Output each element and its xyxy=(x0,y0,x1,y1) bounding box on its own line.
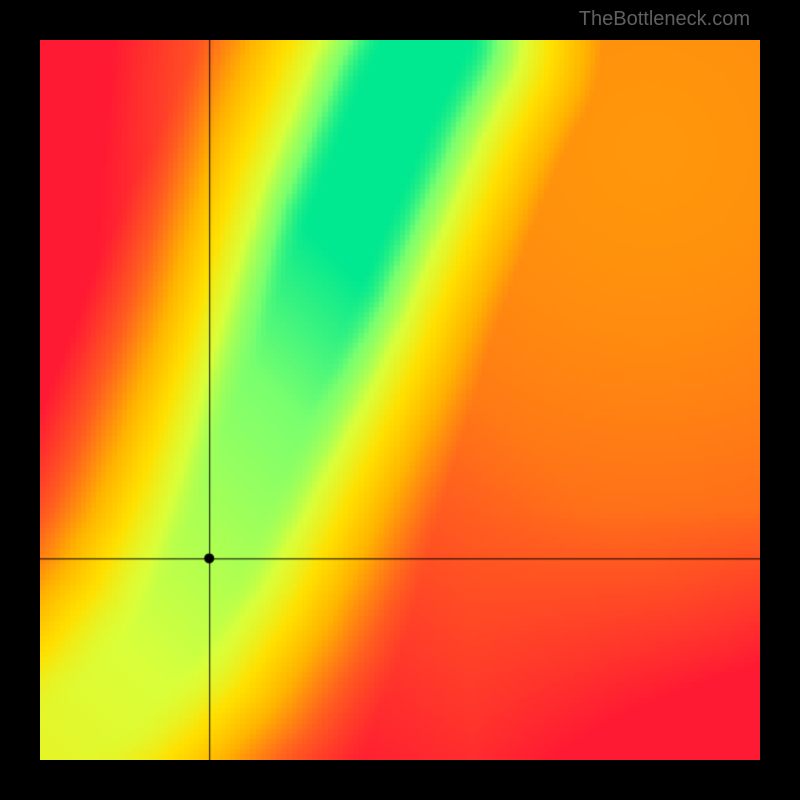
watermark-text: TheBottleneck.com xyxy=(579,8,750,31)
heatmap-chart xyxy=(40,40,760,760)
heatmap-canvas xyxy=(40,40,760,760)
